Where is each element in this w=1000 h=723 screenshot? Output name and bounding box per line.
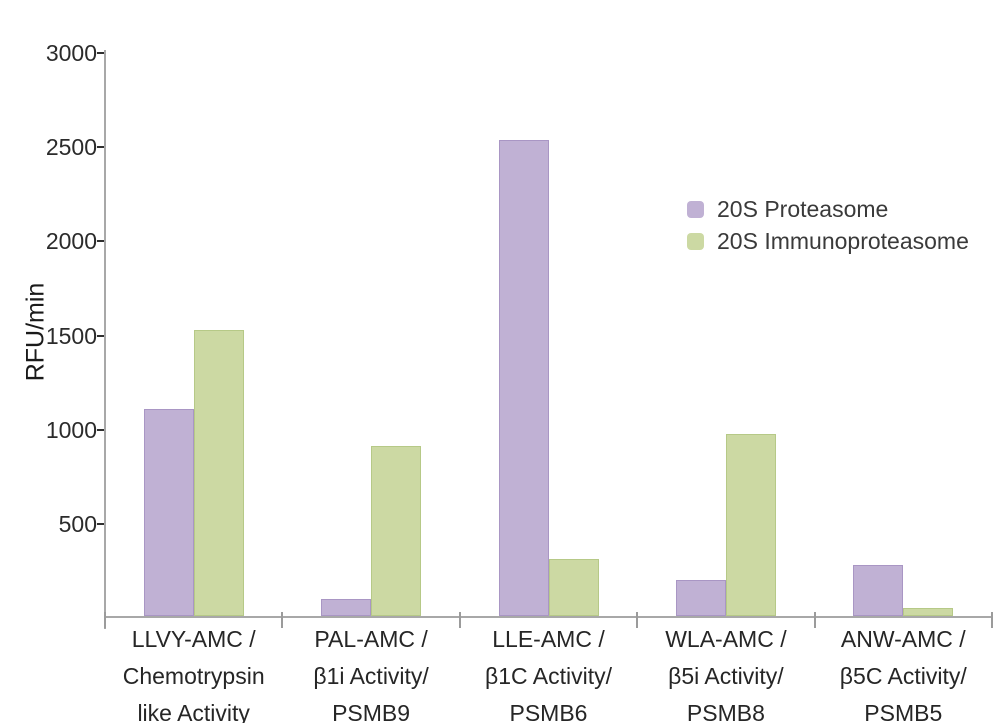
legend: 20S Proteasome 20S Immunoproteasome (687, 196, 969, 261)
legend-swatch-immunoproteasome (687, 233, 704, 250)
legend-label-immunoproteasome: 20S Immunoproteasome (717, 228, 969, 254)
x-boundary-tick (813, 612, 816, 628)
y-tick-mark (97, 428, 104, 431)
legend-item-proteasome: 20S Proteasome (687, 196, 969, 222)
bar-proteasome-cat4 (675, 580, 726, 616)
x-category-label: LLVY-AMC / Chemotrypsin like Activity (122, 626, 265, 723)
y-tick-mark (97, 240, 104, 243)
bar-immunoproteasome-cat4 (725, 434, 776, 616)
y-tick-label: 500 (58, 510, 97, 537)
legend-label-proteasome: 20S Proteasome (717, 196, 889, 222)
x-category-label: ANW-AMC / β5C Activity/ PSMB5 (839, 626, 967, 723)
bar-proteasome-cat5 (853, 565, 904, 616)
legend-swatch-proteasome (687, 201, 704, 218)
bar-proteasome-cat2 (321, 599, 372, 616)
x-boundary-tick (458, 612, 461, 628)
x-axis-line (104, 616, 993, 618)
bar-immunoproteasome-cat3 (548, 559, 599, 616)
x-boundary-tick (991, 612, 993, 628)
bar-immunoproteasome-cat5 (903, 608, 954, 616)
x-category-label: PAL-AMC / β1i Activity/ PSMB9 (313, 626, 429, 723)
bar-proteasome-cat1 (143, 409, 194, 616)
bar-immunoproteasome-cat2 (371, 446, 422, 616)
x-boundary-tick (104, 612, 106, 628)
bar-immunoproteasome-cat1 (193, 330, 244, 616)
legend-item-immunoproteasome: 20S Immunoproteasome (687, 228, 969, 254)
y-tick-label: 1500 (45, 322, 97, 349)
y-tick-label: 2500 (45, 134, 97, 161)
x-category-label: WLA-AMC / β5i Activity/ PSMB8 (665, 626, 787, 723)
y-tick-label: 2000 (45, 228, 97, 255)
y-tick-label: 1000 (45, 416, 97, 443)
x-boundary-tick (281, 612, 284, 628)
y-tick-mark (97, 52, 104, 54)
x-category-label: LLE-AMC / β1C Activity/ PSMB6 (485, 626, 612, 723)
y-tick-mark (97, 146, 104, 149)
y-tick-mark (97, 522, 104, 525)
x-boundary-tick (636, 612, 639, 628)
y-axis-line (104, 50, 106, 629)
bar-proteasome-cat3 (498, 140, 549, 616)
y-tick-mark (97, 334, 104, 337)
y-tick-label: 3000 (45, 40, 97, 66)
